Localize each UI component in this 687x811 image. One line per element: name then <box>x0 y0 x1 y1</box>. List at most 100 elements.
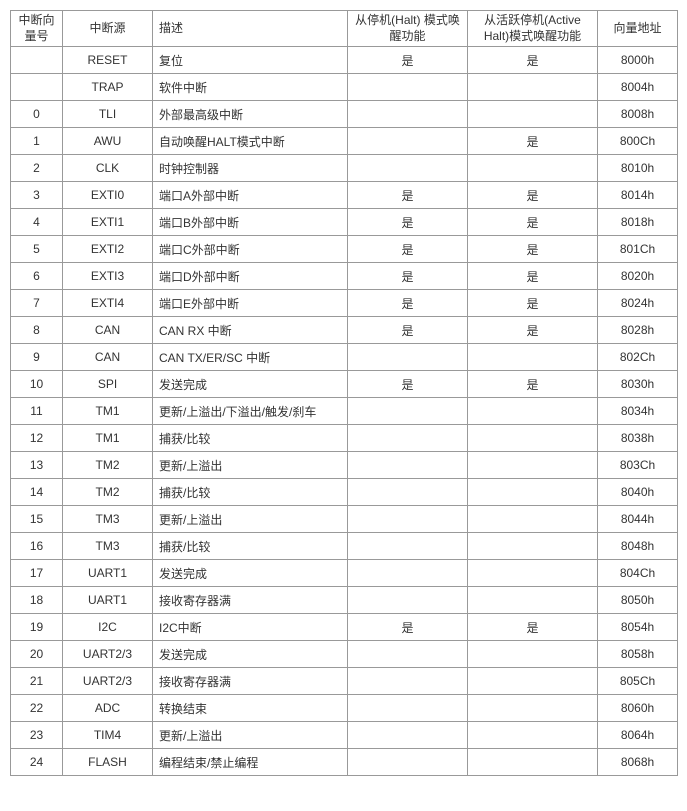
cell-vec: 7 <box>11 290 63 317</box>
cell-addr: 8018h <box>598 209 678 236</box>
cell-ahalt: 是 <box>468 263 598 290</box>
table-row: 12TM1捕获/比较8038h <box>11 425 678 452</box>
cell-addr: 8038h <box>598 425 678 452</box>
cell-src: EXTI4 <box>63 290 153 317</box>
cell-ahalt <box>468 452 598 479</box>
cell-halt <box>348 425 468 452</box>
cell-src: UART2/3 <box>63 668 153 695</box>
cell-src: I2C <box>63 614 153 641</box>
cell-vec: 21 <box>11 668 63 695</box>
cell-halt <box>348 74 468 101</box>
cell-ahalt: 是 <box>468 182 598 209</box>
cell-ahalt <box>468 533 598 560</box>
cell-addr: 8068h <box>598 749 678 776</box>
col-header-addr: 向量地址 <box>598 11 678 47</box>
cell-addr: 8014h <box>598 182 678 209</box>
cell-halt <box>348 506 468 533</box>
cell-desc: 更新/上溢出/下溢出/触发/刹车 <box>153 398 348 425</box>
cell-vec: 5 <box>11 236 63 263</box>
cell-addr: 8044h <box>598 506 678 533</box>
cell-addr: 805Ch <box>598 668 678 695</box>
cell-ahalt: 是 <box>468 290 598 317</box>
cell-desc: 更新/上溢出 <box>153 722 348 749</box>
table-row: 18UART1接收寄存器满8050h <box>11 587 678 614</box>
cell-halt <box>348 479 468 506</box>
cell-ahalt <box>468 479 598 506</box>
cell-addr: 8034h <box>598 398 678 425</box>
cell-addr: 8008h <box>598 101 678 128</box>
cell-halt: 是 <box>348 317 468 344</box>
cell-vec: 10 <box>11 371 63 398</box>
col-header-vec: 中断向量号 <box>11 11 63 47</box>
cell-src: RESET <box>63 47 153 74</box>
cell-halt <box>348 344 468 371</box>
cell-vec <box>11 74 63 101</box>
cell-src: EXTI3 <box>63 263 153 290</box>
cell-ahalt: 是 <box>468 371 598 398</box>
cell-ahalt: 是 <box>468 209 598 236</box>
cell-desc: CAN TX/ER/SC 中断 <box>153 344 348 371</box>
cell-vec: 2 <box>11 155 63 182</box>
cell-src: FLASH <box>63 749 153 776</box>
cell-desc: 端口D外部中断 <box>153 263 348 290</box>
cell-ahalt <box>468 155 598 182</box>
cell-vec: 9 <box>11 344 63 371</box>
cell-addr: 8004h <box>598 74 678 101</box>
cell-ahalt <box>468 344 598 371</box>
cell-ahalt <box>468 560 598 587</box>
table-row: 24FLASH编程结束/禁止编程8068h <box>11 749 678 776</box>
cell-src: AWU <box>63 128 153 155</box>
cell-desc: 端口B外部中断 <box>153 209 348 236</box>
cell-desc: 发送完成 <box>153 641 348 668</box>
cell-src: CAN <box>63 317 153 344</box>
cell-desc: 发送完成 <box>153 560 348 587</box>
cell-src: EXTI2 <box>63 236 153 263</box>
cell-desc: 更新/上溢出 <box>153 506 348 533</box>
cell-ahalt <box>468 668 598 695</box>
cell-addr: 8040h <box>598 479 678 506</box>
cell-vec: 19 <box>11 614 63 641</box>
cell-halt <box>348 749 468 776</box>
cell-vec <box>11 47 63 74</box>
cell-ahalt <box>468 425 598 452</box>
table-row: RESET复位是是8000h <box>11 47 678 74</box>
cell-desc: 复位 <box>153 47 348 74</box>
cell-desc: 软件中断 <box>153 74 348 101</box>
cell-halt <box>348 668 468 695</box>
cell-halt: 是 <box>348 182 468 209</box>
table-row: 9CANCAN TX/ER/SC 中断802Ch <box>11 344 678 371</box>
cell-ahalt <box>468 101 598 128</box>
cell-halt <box>348 641 468 668</box>
cell-ahalt <box>468 749 598 776</box>
cell-desc: 捕获/比较 <box>153 425 348 452</box>
cell-halt <box>348 695 468 722</box>
cell-desc: 捕获/比较 <box>153 533 348 560</box>
cell-ahalt <box>468 641 598 668</box>
cell-addr: 8064h <box>598 722 678 749</box>
table-row: 11TM1更新/上溢出/下溢出/触发/刹车8034h <box>11 398 678 425</box>
table-row: 6EXTI3端口D外部中断是是8020h <box>11 263 678 290</box>
cell-src: TLI <box>63 101 153 128</box>
cell-vec: 16 <box>11 533 63 560</box>
table-row: 10SPI发送完成是是8030h <box>11 371 678 398</box>
cell-src: TRAP <box>63 74 153 101</box>
cell-src: TM3 <box>63 533 153 560</box>
cell-addr: 803Ch <box>598 452 678 479</box>
cell-vec: 18 <box>11 587 63 614</box>
cell-ahalt: 是 <box>468 128 598 155</box>
cell-ahalt <box>468 398 598 425</box>
cell-halt: 是 <box>348 371 468 398</box>
cell-addr: 8050h <box>598 587 678 614</box>
table-row: 0TLI外部最高级中断8008h <box>11 101 678 128</box>
table-row: 4EXTI1端口B外部中断是是8018h <box>11 209 678 236</box>
cell-src: CLK <box>63 155 153 182</box>
cell-addr: 800Ch <box>598 128 678 155</box>
cell-desc: 编程结束/禁止编程 <box>153 749 348 776</box>
cell-src: TM2 <box>63 452 153 479</box>
table-row: 7EXTI4端口E外部中断是是8024h <box>11 290 678 317</box>
cell-vec: 3 <box>11 182 63 209</box>
cell-vec: 1 <box>11 128 63 155</box>
cell-src: TM1 <box>63 398 153 425</box>
cell-addr: 8054h <box>598 614 678 641</box>
cell-desc: 接收寄存器满 <box>153 587 348 614</box>
